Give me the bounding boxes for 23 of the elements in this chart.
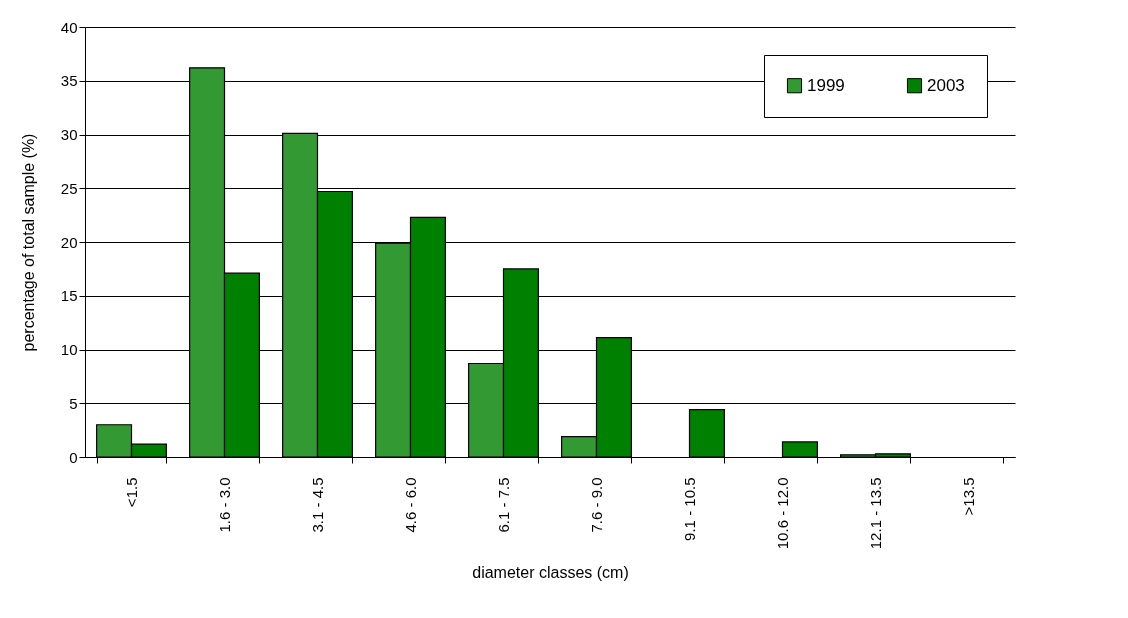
x-axis-title: diameter classes (cm) <box>472 564 629 582</box>
x-tick-label: >13.5 <box>960 477 977 516</box>
y-tick-label: 25 <box>60 179 78 197</box>
x-tick-label: <1.5 <box>123 477 140 508</box>
y-tick-label: 10 <box>60 341 78 358</box>
x-tick-label: 4.6 - 6.0 <box>402 477 419 533</box>
legend-label: 2003 <box>927 75 965 95</box>
x-tick-label: 1.6 - 3.0 <box>216 477 233 533</box>
y-tick-label: 35 <box>60 72 78 90</box>
x-tick-label: 9.1 - 10.5 <box>681 477 698 541</box>
y-tick-label: 40 <box>60 18 78 36</box>
x-tick-label: 12.1 - 13.5 <box>867 477 884 550</box>
y-tick-label: 5 <box>69 394 78 412</box>
y-tick-label: 15 <box>60 287 78 305</box>
y-tick-label: 30 <box>60 126 78 143</box>
x-tick-label: 3.1 - 4.5 <box>309 477 326 533</box>
y-tick-label: 0 <box>69 448 78 466</box>
x-tick-label: 7.6 - 9.0 <box>588 477 605 533</box>
y-axis-title: percentage of total sample (%) <box>19 133 37 352</box>
x-tick-label: 10.6 - 12.0 <box>774 477 791 550</box>
y-tick-label: 20 <box>60 233 78 251</box>
legend-label: 1999 <box>807 75 845 95</box>
x-tick-label: 6.1 - 7.5 <box>495 477 512 533</box>
